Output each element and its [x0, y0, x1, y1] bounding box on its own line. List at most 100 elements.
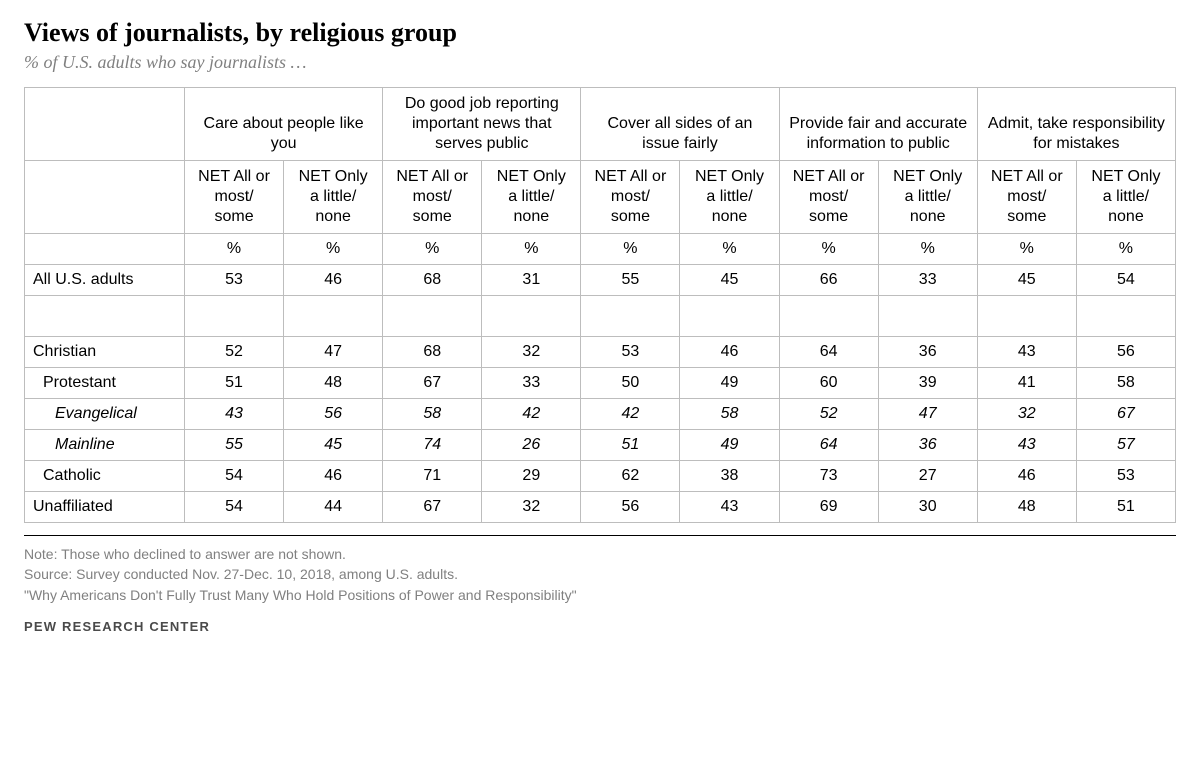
data-cell: 73: [779, 461, 878, 492]
row-label: Evangelical: [25, 399, 185, 430]
data-cell: 51: [1076, 492, 1175, 523]
data-cell: 56: [581, 492, 680, 523]
data-cell: 58: [1076, 368, 1175, 399]
figure-subtitle: % of U.S. adults who say journalists …: [24, 52, 1176, 73]
note-line-2: Source: Survey conducted Nov. 27-Dec. 10…: [24, 564, 1176, 584]
sub-all-2: NET All or most/ some: [581, 161, 680, 234]
figure-title: Views of journalists, by religious group: [24, 18, 1176, 48]
data-cell: 30: [878, 492, 977, 523]
unit-9: %: [1076, 234, 1175, 265]
data-cell: 32: [977, 399, 1076, 430]
data-cell: 67: [1076, 399, 1175, 430]
data-cell: 54: [1076, 265, 1175, 296]
row-label: Unaffiliated: [25, 492, 185, 523]
data-cell: 66: [779, 265, 878, 296]
data-cell: 36: [878, 430, 977, 461]
data-cell: 36: [878, 337, 977, 368]
spacer-cell: [25, 296, 185, 337]
table-body: All U.S. adults53466831554566334554Chris…: [25, 265, 1176, 523]
data-cell: 46: [680, 337, 779, 368]
unit-7: %: [878, 234, 977, 265]
data-cell: 39: [878, 368, 977, 399]
data-cell: 43: [977, 337, 1076, 368]
data-cell: 43: [680, 492, 779, 523]
sub-only-2: NET Only a little/ none: [680, 161, 779, 234]
header-blank: [25, 161, 185, 234]
spacer-cell: [1076, 296, 1175, 337]
data-cell: 38: [680, 461, 779, 492]
data-cell: 67: [383, 368, 482, 399]
sub-only-4: NET Only a little/ none: [1076, 161, 1175, 234]
header-row-units: % % % % % % % % % %: [25, 234, 1176, 265]
data-cell: 52: [779, 399, 878, 430]
data-cell: 71: [383, 461, 482, 492]
data-cell: 54: [185, 461, 284, 492]
spacer-cell: [779, 296, 878, 337]
data-cell: 58: [383, 399, 482, 430]
sub-only-0: NET Only a little/ none: [284, 161, 383, 234]
col-group-1: Do good job reporting important news tha…: [383, 88, 581, 161]
unit-3: %: [482, 234, 581, 265]
row-label: Mainline: [25, 430, 185, 461]
data-cell: 68: [383, 265, 482, 296]
sub-all-0: NET All or most/ some: [185, 161, 284, 234]
sub-only-3: NET Only a little/ none: [878, 161, 977, 234]
data-cell: 48: [977, 492, 1076, 523]
row-label: Protestant: [25, 368, 185, 399]
data-cell: 43: [977, 430, 1076, 461]
unit-4: %: [581, 234, 680, 265]
spacer-cell: [977, 296, 1076, 337]
data-cell: 52: [185, 337, 284, 368]
data-cell: 46: [284, 461, 383, 492]
data-cell: 49: [680, 430, 779, 461]
data-cell: 49: [680, 368, 779, 399]
spacer-cell: [581, 296, 680, 337]
source-tag: PEW RESEARCH CENTER: [24, 619, 1176, 634]
data-cell: 55: [185, 430, 284, 461]
data-cell: 45: [680, 265, 779, 296]
data-cell: 57: [1076, 430, 1175, 461]
unit-8: %: [977, 234, 1076, 265]
data-cell: 56: [1076, 337, 1175, 368]
data-cell: 41: [977, 368, 1076, 399]
data-cell: 67: [383, 492, 482, 523]
sub-all-4: NET All or most/ some: [977, 161, 1076, 234]
row-label: Christian: [25, 337, 185, 368]
sub-all-3: NET All or most/ some: [779, 161, 878, 234]
data-cell: 64: [779, 430, 878, 461]
note-line-1: Note: Those who declined to answer are n…: [24, 544, 1176, 564]
table-row: Mainline55457426514964364357: [25, 430, 1176, 461]
data-cell: 32: [482, 337, 581, 368]
data-cell: 60: [779, 368, 878, 399]
header-blank: [25, 88, 185, 161]
data-cell: 47: [284, 337, 383, 368]
data-cell: 55: [581, 265, 680, 296]
spacer-cell: [185, 296, 284, 337]
col-group-3: Provide fair and accurate information to…: [779, 88, 977, 161]
data-cell: 53: [185, 265, 284, 296]
unit-0: %: [185, 234, 284, 265]
data-cell: 44: [284, 492, 383, 523]
data-cell: 43: [185, 399, 284, 430]
sub-only-1: NET Only a little/ none: [482, 161, 581, 234]
header-blank: [25, 234, 185, 265]
data-cell: 27: [878, 461, 977, 492]
col-group-0: Care about people like you: [185, 88, 383, 161]
data-cell: 53: [581, 337, 680, 368]
data-cell: 51: [185, 368, 284, 399]
data-cell: 46: [977, 461, 1076, 492]
data-cell: 74: [383, 430, 482, 461]
header-row-groups: Care about people like you Do good job r…: [25, 88, 1176, 161]
data-cell: 69: [779, 492, 878, 523]
table-row: Protestant51486733504960394158: [25, 368, 1176, 399]
data-cell: 33: [482, 368, 581, 399]
unit-1: %: [284, 234, 383, 265]
data-cell: 42: [482, 399, 581, 430]
data-cell: 47: [878, 399, 977, 430]
data-cell: 32: [482, 492, 581, 523]
table-row: Catholic54467129623873274653: [25, 461, 1176, 492]
data-cell: 42: [581, 399, 680, 430]
data-cell: 46: [284, 265, 383, 296]
row-label: Catholic: [25, 461, 185, 492]
data-cell: 45: [977, 265, 1076, 296]
